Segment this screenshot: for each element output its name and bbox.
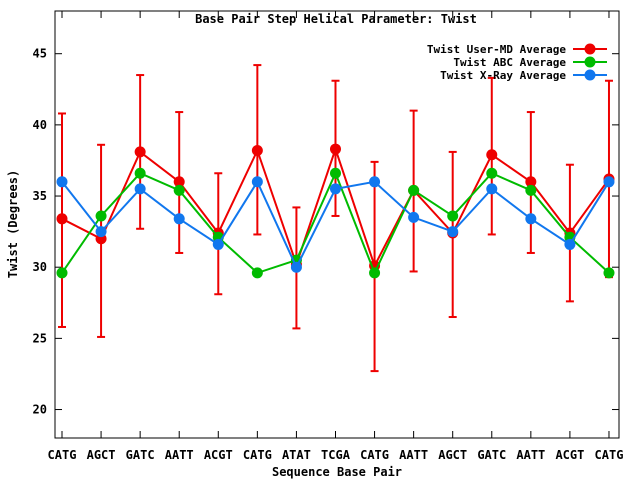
data-point bbox=[486, 167, 498, 179]
data-point bbox=[134, 167, 146, 179]
data-point bbox=[56, 176, 68, 188]
x-tick-label: AATT bbox=[516, 448, 545, 462]
data-point bbox=[525, 213, 537, 225]
data-point bbox=[173, 176, 185, 188]
x-tick-label: CATG bbox=[360, 448, 389, 462]
data-point bbox=[369, 267, 381, 279]
x-tick-label: TCGA bbox=[321, 448, 351, 462]
axis-ticks: 20 25 30 35 40 45 CATG AGCT GATC AATT ACGT CATG ATAT… bbox=[33, 11, 624, 462]
x-tick-label: CATG bbox=[595, 448, 624, 462]
data-point bbox=[603, 176, 615, 188]
y-tick-label: 30 bbox=[33, 260, 47, 274]
data-point bbox=[486, 149, 498, 161]
y-tick-label: 45 bbox=[33, 47, 47, 61]
x-tick-label: AGCT bbox=[438, 448, 467, 462]
data-point bbox=[212, 238, 224, 250]
x-tick-label: AATT bbox=[165, 448, 194, 462]
legend-swatch-point bbox=[584, 43, 596, 55]
data-point bbox=[251, 176, 263, 188]
x-tick-label: AATT bbox=[399, 448, 428, 462]
data-point bbox=[447, 226, 459, 238]
data-point bbox=[564, 238, 576, 250]
data-point bbox=[408, 211, 420, 223]
data-point bbox=[56, 267, 68, 279]
x-tick-label: GATC bbox=[126, 448, 155, 462]
data-point bbox=[447, 210, 459, 222]
x-tick-label: CATG bbox=[48, 448, 77, 462]
data-point bbox=[251, 144, 263, 156]
legend-label: Twist User-MD Average bbox=[427, 43, 566, 56]
y-tick-label: 35 bbox=[33, 189, 47, 203]
data-point bbox=[369, 176, 381, 188]
legend-label: Twist X-Ray Average bbox=[440, 69, 566, 82]
x-tick-label: ATAT bbox=[282, 448, 311, 462]
y-tick-label: 20 bbox=[33, 403, 47, 417]
y-axis-label: Twist (Degrees) bbox=[6, 170, 20, 278]
data-point bbox=[486, 183, 498, 195]
x-tick-label: ACGT bbox=[555, 448, 584, 462]
y-tick-label: 25 bbox=[33, 331, 47, 345]
legend-swatch-point bbox=[584, 69, 596, 81]
data-point bbox=[525, 176, 537, 188]
data-point bbox=[408, 184, 420, 196]
data-point bbox=[329, 143, 341, 155]
x-axis-label: Sequence Base Pair bbox=[272, 465, 402, 479]
data-point bbox=[95, 226, 107, 238]
data-point bbox=[173, 184, 185, 196]
legend-label: Twist ABC Average bbox=[453, 56, 566, 69]
data-point bbox=[525, 184, 537, 196]
data-point bbox=[56, 213, 68, 225]
series-3 bbox=[56, 176, 615, 273]
chart-title: Base Pair Step Helical Parameter: Twist bbox=[195, 12, 477, 26]
data-point bbox=[95, 210, 107, 222]
data-point bbox=[134, 183, 146, 195]
data-point bbox=[329, 183, 341, 195]
x-tick-label: CATG bbox=[243, 448, 272, 462]
data-point bbox=[603, 267, 615, 279]
data-point bbox=[251, 267, 263, 279]
data-point bbox=[173, 213, 185, 225]
x-tick-label: GATC bbox=[477, 448, 506, 462]
data-point bbox=[134, 146, 146, 158]
x-tick-label: ACGT bbox=[204, 448, 233, 462]
series-lines bbox=[56, 143, 615, 279]
plot-frame bbox=[54, 10, 620, 439]
y-tick-label: 40 bbox=[33, 118, 47, 132]
x-tick-label: AGCT bbox=[87, 448, 116, 462]
legend-swatch-point bbox=[584, 56, 596, 68]
data-point bbox=[329, 167, 341, 179]
data-point bbox=[290, 261, 302, 273]
